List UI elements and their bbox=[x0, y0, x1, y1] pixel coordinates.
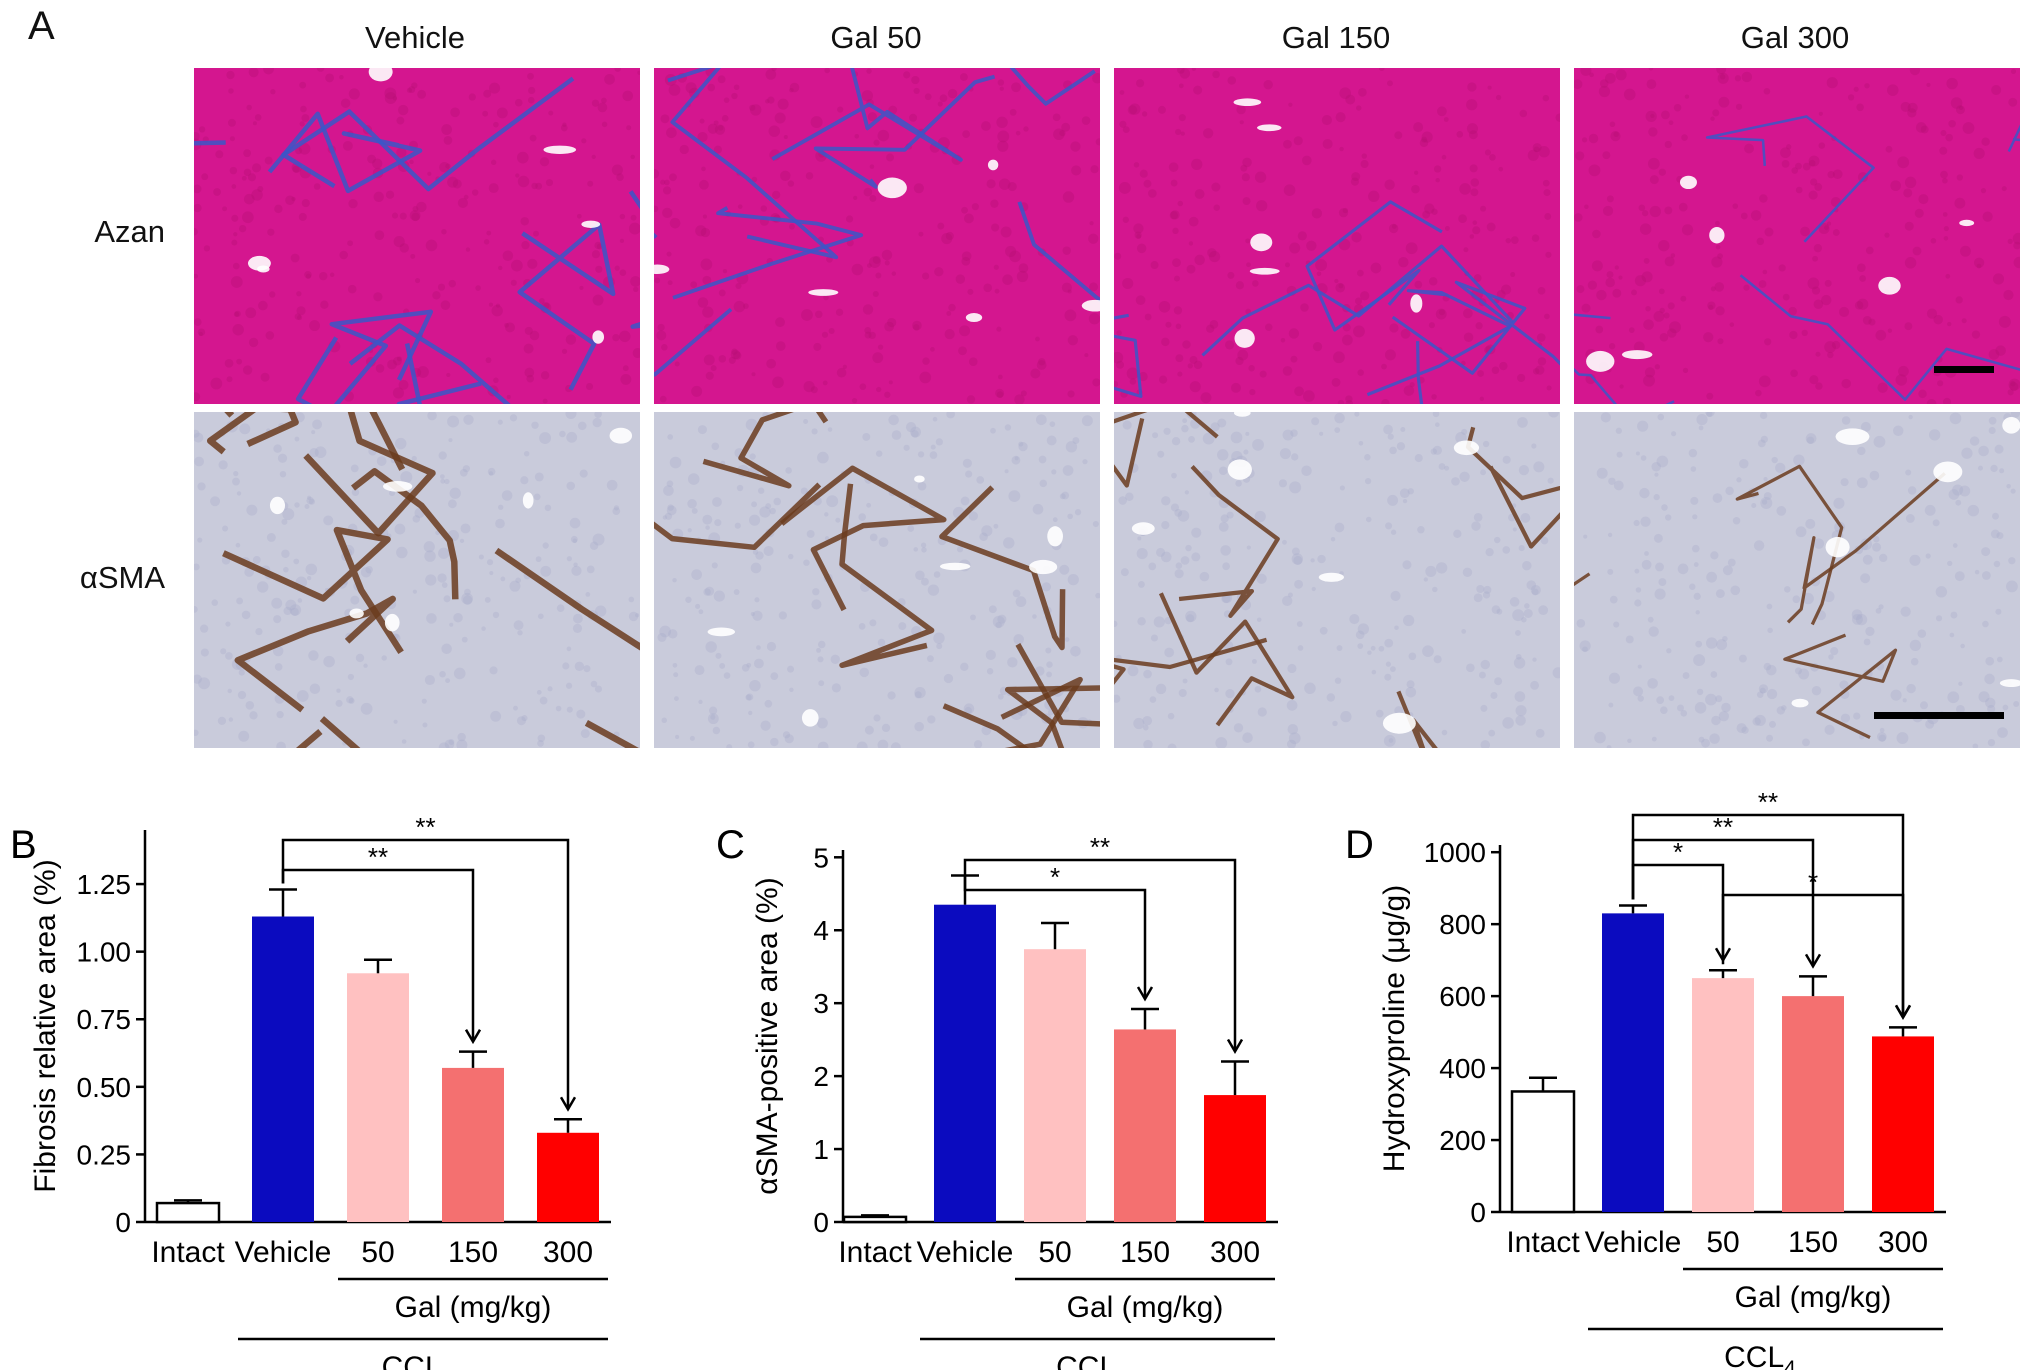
y-axis-title: Fibrosis relative area (%) bbox=[29, 859, 62, 1192]
y-tick-label: 1.00 bbox=[77, 937, 132, 968]
row-label-azan: Azan bbox=[94, 214, 165, 249]
significance-arrow bbox=[1894, 1004, 1912, 1020]
significance-label: ** bbox=[1090, 832, 1110, 862]
micrograph-azan-gal-150 bbox=[1114, 68, 1560, 404]
bar-300 bbox=[1872, 1036, 1934, 1212]
panel-letter: C bbox=[716, 823, 745, 867]
x-tick-label: 50 bbox=[1706, 1226, 1739, 1259]
significance-arrow bbox=[1804, 953, 1822, 969]
y-tick-label: 1000 bbox=[1424, 837, 1486, 868]
y-tick-label: 400 bbox=[1439, 1053, 1486, 1084]
column-header-vehicle: Vehicle bbox=[365, 20, 465, 55]
y-tick-label: 1 bbox=[813, 1134, 829, 1165]
y-tick-label: 0 bbox=[1470, 1197, 1486, 1228]
micrograph-asma-gal-300 bbox=[1574, 412, 2020, 748]
y-tick-label: 800 bbox=[1439, 909, 1486, 940]
y-axis-title: Hydroxyproline (μg/g) bbox=[1378, 885, 1411, 1172]
bar-50 bbox=[347, 973, 409, 1222]
x-tick-label: Intact bbox=[151, 1236, 225, 1269]
y-tick-label: 5 bbox=[813, 842, 829, 873]
bar-150 bbox=[442, 1067, 504, 1222]
significance-arrow bbox=[1226, 1038, 1244, 1055]
panel-a-letter: A bbox=[28, 4, 55, 48]
significance-label: ** bbox=[1758, 787, 1778, 817]
bar-vehicle bbox=[252, 916, 314, 1222]
significance-label: ** bbox=[1713, 812, 1733, 842]
significance-bracket bbox=[963, 858, 1237, 1052]
ccl4-group-label: CCL4 bbox=[1056, 1351, 1128, 1370]
significance-arrow bbox=[1136, 986, 1154, 1002]
significance-label: * bbox=[1808, 867, 1818, 897]
panel-letter: B bbox=[10, 823, 37, 867]
x-tick-label: 150 bbox=[1788, 1226, 1838, 1259]
ccl4-group-label: CCL4 bbox=[382, 1351, 454, 1370]
micrograph-azan-vehicle bbox=[194, 68, 640, 404]
chart-panel-d: D 0 200 400 600 800 1000 Hydroxyproline (μg/g) I… bbox=[1345, 787, 1946, 1370]
x-tick-label: Vehicle bbox=[917, 1236, 1014, 1269]
x-tick-label: Intact bbox=[838, 1236, 912, 1269]
micrograph-asma-vehicle bbox=[194, 412, 640, 748]
gal-group-label: Gal (mg/kg) bbox=[1067, 1291, 1224, 1324]
micrograph-asma-gal-50 bbox=[654, 412, 1100, 748]
gal-group-label: Gal (mg/kg) bbox=[1735, 1281, 1892, 1314]
y-axis-title: αSMA-positive area (%) bbox=[751, 877, 784, 1194]
bar-vehicle bbox=[1602, 913, 1664, 1212]
x-tick-label: 50 bbox=[361, 1236, 394, 1269]
bar-300 bbox=[537, 1132, 599, 1222]
bar-intact bbox=[842, 1215, 908, 1224]
y-tick-label: 0 bbox=[813, 1207, 829, 1238]
significance-label: ** bbox=[415, 812, 435, 842]
significance-bracket bbox=[963, 869, 1147, 1000]
chart-panel-b: B 0 0.25 0.50 0.75 1.00 1.25 Fibrosis relative … bbox=[10, 812, 611, 1370]
bar-50 bbox=[1692, 978, 1754, 1212]
chart-panel-c: C 0 1 2 3 4 5 αSMA-positive area (%) Intact Vehic… bbox=[716, 823, 1278, 1370]
y-tick-label: 2 bbox=[813, 1061, 829, 1092]
row-label-asma: αSMA bbox=[79, 560, 165, 595]
x-tick-label: 50 bbox=[1038, 1236, 1071, 1269]
significance-label: * bbox=[1673, 837, 1683, 867]
significance-arrow bbox=[559, 1096, 577, 1112]
micrograph-azan-gal-300 bbox=[1574, 68, 2020, 404]
ccl4-group-label: CCL4 bbox=[1724, 1341, 1796, 1370]
x-tick-label: 300 bbox=[543, 1236, 593, 1269]
bar-150 bbox=[1114, 1029, 1176, 1222]
significance-label: * bbox=[1050, 862, 1060, 892]
column-header-gal-50: Gal 50 bbox=[830, 20, 922, 55]
bar-charts: B 0 0.25 0.50 0.75 1.00 1.25 Fibrosis relative … bbox=[10, 787, 1946, 1370]
y-tick-label: 1.25 bbox=[77, 869, 132, 900]
y-tick-label: 600 bbox=[1439, 981, 1486, 1012]
column-header-gal-300: Gal 300 bbox=[1740, 20, 1850, 55]
y-tick-label: 4 bbox=[813, 915, 829, 946]
bar-vehicle bbox=[934, 904, 996, 1222]
significance-arrow bbox=[464, 1029, 482, 1045]
micrograph-azan-gal-50 bbox=[654, 68, 1100, 404]
bar-intact bbox=[155, 1201, 221, 1224]
significance-bracket bbox=[281, 838, 570, 1110]
x-tick-label: 150 bbox=[1120, 1236, 1170, 1269]
x-tick-label: Intact bbox=[1506, 1226, 1580, 1259]
significance-label: ** bbox=[368, 842, 388, 872]
bar-intact bbox=[1510, 1090, 1576, 1214]
bar-50 bbox=[1024, 949, 1086, 1222]
y-tick-label: 0.50 bbox=[77, 1072, 132, 1103]
gal-group-label: Gal (mg/kg) bbox=[395, 1291, 552, 1324]
y-tick-label: 0.25 bbox=[77, 1139, 132, 1170]
micrograph-asma-gal-150 bbox=[1114, 412, 1560, 748]
x-tick-label: Vehicle bbox=[235, 1236, 332, 1269]
x-tick-label: 150 bbox=[448, 1236, 498, 1269]
x-tick-label: 300 bbox=[1210, 1236, 1260, 1269]
x-tick-label: 300 bbox=[1878, 1226, 1928, 1259]
y-tick-label: 3 bbox=[813, 988, 829, 1019]
y-tick-label: 0 bbox=[115, 1207, 131, 1238]
bar-300 bbox=[1204, 1095, 1266, 1222]
column-header-gal-150: Gal 150 bbox=[1281, 20, 1391, 55]
y-tick-label: 200 bbox=[1439, 1125, 1486, 1156]
panel-letter: D bbox=[1345, 823, 1374, 867]
x-tick-label: Vehicle bbox=[1585, 1226, 1682, 1259]
y-tick-label: 0.75 bbox=[77, 1004, 132, 1035]
bar-150 bbox=[1782, 996, 1844, 1212]
significance-bracket bbox=[1721, 893, 1905, 1018]
